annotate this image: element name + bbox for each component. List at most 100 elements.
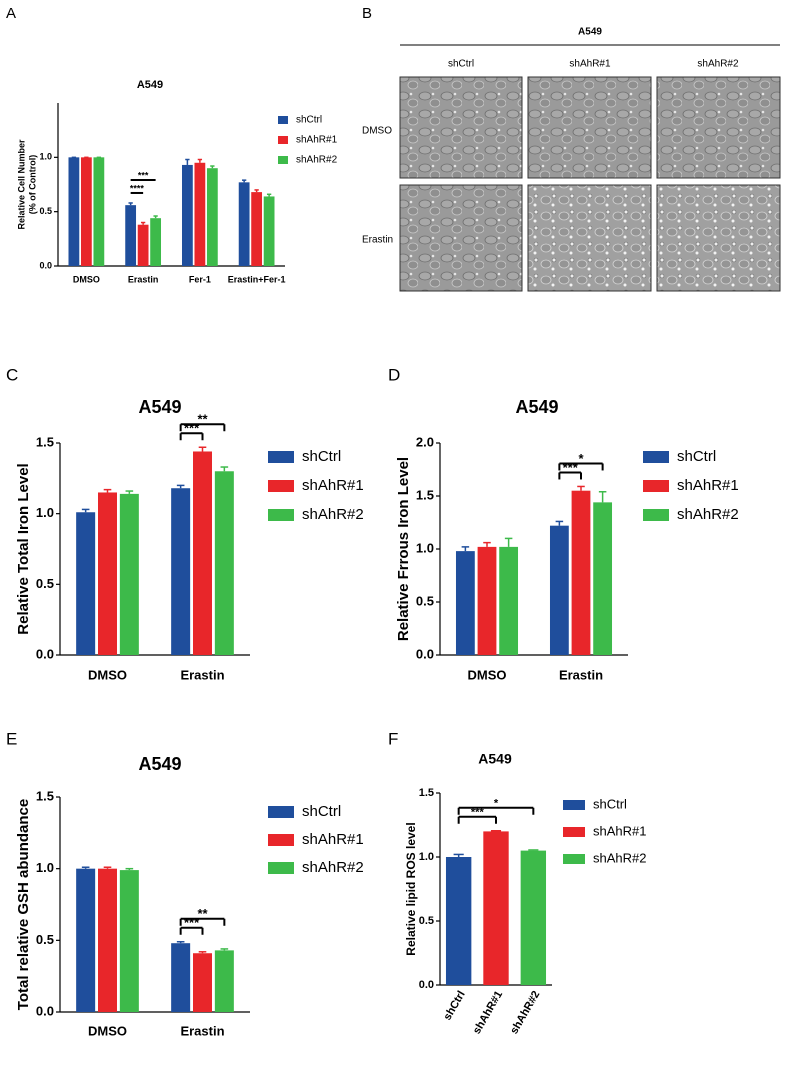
legend-swatch — [563, 854, 585, 864]
x-tick-label: DMSO — [88, 1023, 127, 1038]
y-tick-label: 0.0 — [36, 1003, 54, 1018]
y-tick-label: 0.0 — [36, 646, 54, 661]
micrograph — [656, 184, 781, 292]
significance-label: *** — [471, 807, 485, 819]
bar — [171, 943, 191, 1012]
y-tick-label: 0.5 — [419, 915, 434, 927]
significance-label: *** — [138, 170, 149, 180]
y-tick-label: 0.5 — [36, 576, 54, 591]
significance-label: **** — [130, 183, 145, 193]
legend-label: shCtrl — [302, 803, 341, 820]
legend-swatch — [563, 800, 585, 810]
panel-label: D — [388, 365, 400, 384]
legend-label: shCtrl — [296, 115, 322, 126]
legend-swatch — [268, 806, 294, 818]
x-tick-label: shCtrl — [441, 989, 467, 1023]
legend-label: shAhR#1 — [677, 477, 739, 494]
bar — [251, 192, 263, 266]
legend-label: shCtrl — [677, 448, 716, 465]
bar — [137, 224, 149, 266]
legend-label: shCtrl — [302, 448, 341, 465]
legend-label: shAhR#2 — [296, 155, 338, 166]
significance-label: *** — [563, 460, 579, 475]
bar — [214, 950, 234, 1012]
chart-title: A549 — [478, 751, 512, 767]
x-tick-label: Erastin — [180, 667, 224, 682]
y-tick-label: 1.5 — [416, 487, 434, 502]
bar — [181, 164, 193, 266]
panel-label: B — [362, 5, 372, 22]
micrograph — [527, 76, 652, 179]
y-tick-label: 0.5 — [36, 932, 54, 947]
column-label: shAhR#2 — [697, 59, 739, 70]
x-tick-label: Fer-1 — [189, 274, 211, 284]
y-tick-label: 1.5 — [36, 788, 54, 803]
panel-label: A — [6, 5, 16, 22]
x-tick-label: Erastin — [180, 1023, 224, 1038]
y-tick-label: 0.5 — [39, 206, 52, 216]
column-label: shAhR#1 — [569, 59, 611, 70]
legend-swatch — [563, 827, 585, 837]
bar — [483, 831, 509, 985]
legend-swatch — [268, 509, 294, 521]
legend-swatch — [278, 156, 288, 164]
y-tick-label: 1.0 — [39, 152, 52, 162]
micrograph — [656, 76, 781, 179]
significance-label: ** — [197, 906, 208, 921]
significance-label: * — [578, 451, 584, 466]
legend-label: shAhR#2 — [302, 859, 364, 876]
bar — [76, 512, 96, 655]
legend-swatch — [643, 480, 669, 492]
legend-label: shAhR#2 — [593, 850, 646, 865]
y-axis-label: (% of Control) — [27, 155, 37, 214]
row-label: Erastin — [362, 235, 393, 246]
micrograph — [399, 184, 523, 292]
bar — [193, 953, 212, 1012]
x-tick-label: DMSO — [88, 667, 127, 682]
legend-swatch — [643, 451, 669, 463]
panel-title: A549 — [578, 27, 602, 38]
bar — [214, 471, 234, 655]
legend-label: shAhR#1 — [302, 831, 364, 848]
bar — [68, 157, 80, 266]
legend-swatch — [268, 862, 294, 874]
y-axis-label: Relative Frrous Iron Level — [395, 457, 412, 641]
x-tick-label: Erastin+Fer-1 — [228, 274, 286, 284]
legend-label: shAhR#1 — [296, 135, 338, 146]
x-tick-label: shAhR#1 — [471, 989, 505, 1036]
bar — [98, 868, 117, 1012]
bar — [499, 546, 519, 655]
chart-title: A549 — [138, 397, 181, 417]
bar — [125, 205, 137, 266]
legend-label: shAhR#1 — [593, 823, 646, 838]
bar — [206, 168, 218, 266]
bar — [119, 870, 139, 1012]
legend-label: shAhR#1 — [302, 477, 364, 494]
row-label: DMSO — [362, 126, 392, 137]
bar — [520, 850, 547, 985]
legend-swatch — [268, 834, 294, 846]
y-tick-label: 0.0 — [419, 979, 434, 991]
panel-label: F — [388, 729, 398, 748]
significance-label: * — [494, 798, 499, 810]
y-tick-label: 0.5 — [416, 593, 434, 608]
bar — [445, 857, 472, 985]
bar — [194, 162, 206, 266]
y-tick-label: 1.5 — [419, 787, 434, 799]
micrograph — [527, 184, 652, 292]
x-tick-label: shAhR#2 — [508, 989, 542, 1036]
y-tick-label: 1.0 — [36, 505, 54, 520]
bar — [193, 451, 212, 655]
legend-swatch — [278, 116, 288, 124]
bar — [238, 182, 250, 266]
panel-b: B A549 shCtrl shAhR#1 shAhR#2 DMSO Erast… — [362, 5, 781, 292]
x-tick-label: DMSO — [468, 667, 507, 682]
legend-label: shAhR#2 — [677, 506, 739, 523]
bar — [119, 493, 139, 655]
bar — [477, 546, 497, 655]
bar — [571, 490, 591, 655]
bar — [455, 551, 475, 655]
chart-title: A549 — [137, 79, 163, 91]
bar — [98, 492, 117, 655]
